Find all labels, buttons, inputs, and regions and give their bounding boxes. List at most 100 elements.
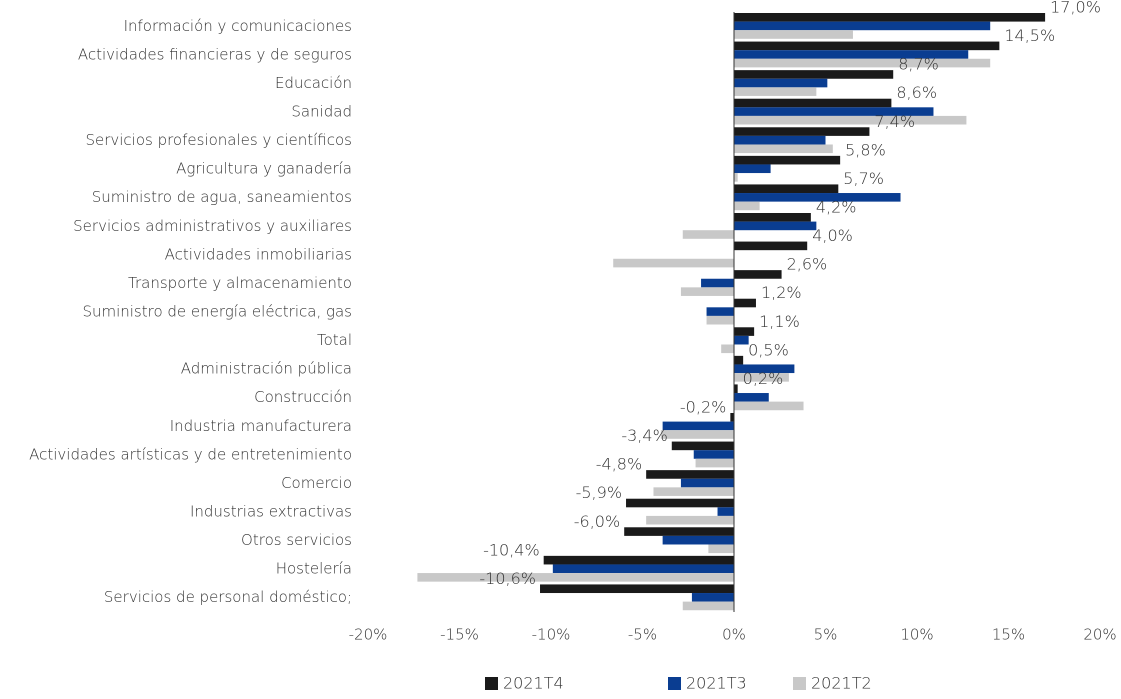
bar bbox=[691, 593, 734, 602]
category-label: Comercio bbox=[281, 474, 352, 492]
data-label: 2,6% bbox=[787, 255, 828, 274]
bar bbox=[734, 298, 756, 308]
bar bbox=[734, 364, 795, 374]
legend-label: 2021T2 bbox=[811, 674, 872, 693]
bar bbox=[662, 535, 734, 545]
category-label: Actividades artísticas y de entretenimie… bbox=[29, 445, 352, 463]
category-label: Servicios de personal doméstico; bbox=[104, 588, 352, 606]
bar bbox=[734, 393, 769, 402]
bar bbox=[734, 241, 808, 251]
bar bbox=[734, 401, 804, 411]
bar bbox=[734, 155, 841, 165]
category-label: Educación bbox=[275, 74, 352, 92]
legend-label: 2021T4 bbox=[503, 674, 564, 693]
category-label: Servicios profesionales y científicos bbox=[85, 131, 352, 149]
data-label: -3,4% bbox=[621, 426, 667, 445]
bar bbox=[734, 144, 833, 154]
data-label: 1,1% bbox=[759, 312, 800, 331]
bar bbox=[693, 450, 734, 459]
bar bbox=[734, 87, 817, 96]
bar bbox=[552, 564, 734, 574]
bar bbox=[671, 441, 734, 451]
bar bbox=[695, 458, 734, 468]
bar bbox=[626, 498, 734, 508]
bar bbox=[543, 555, 734, 565]
data-label: 0,2% bbox=[743, 369, 784, 388]
x-tick-label: 5% bbox=[814, 626, 838, 644]
bar bbox=[734, 173, 738, 182]
data-label: -0,2% bbox=[680, 398, 726, 417]
bar bbox=[734, 127, 870, 136]
data-label: 5,7% bbox=[843, 169, 884, 188]
bar bbox=[734, 327, 755, 336]
data-label: -10,4% bbox=[483, 540, 540, 559]
bar bbox=[734, 184, 839, 194]
bar bbox=[646, 470, 734, 479]
bar bbox=[717, 507, 734, 516]
bar bbox=[734, 41, 1000, 51]
category-label: Suministro de agua, saneamientos bbox=[92, 188, 352, 206]
data-label: 4,0% bbox=[812, 226, 853, 245]
bar bbox=[682, 230, 734, 239]
data-label: -5,9% bbox=[576, 483, 622, 502]
bar bbox=[734, 355, 744, 365]
legend-label: 2021T3 bbox=[686, 674, 747, 693]
bar bbox=[721, 344, 734, 354]
bar bbox=[734, 21, 991, 31]
x-tick-label: 15% bbox=[992, 626, 1025, 644]
bar bbox=[662, 421, 734, 431]
category-label: Actividades inmobiliarias bbox=[165, 245, 352, 263]
bar bbox=[734, 30, 853, 39]
category-label: Industria manufacturera bbox=[170, 417, 352, 435]
bar bbox=[680, 478, 734, 488]
category-label: Agricultura y ganadería bbox=[176, 160, 352, 178]
bar bbox=[708, 544, 734, 554]
bar bbox=[734, 270, 782, 279]
category-label: Transporte y almacenamiento bbox=[128, 274, 352, 292]
category-label: Suministro de energía eléctrica, gas bbox=[82, 303, 352, 321]
data-label: 4,2% bbox=[816, 198, 857, 217]
data-label: -6,0% bbox=[574, 512, 620, 531]
bar bbox=[734, 373, 789, 382]
category-label: Información y comunicaciones bbox=[124, 17, 352, 35]
bar bbox=[734, 384, 738, 394]
bar bbox=[682, 601, 734, 611]
bar bbox=[734, 135, 826, 145]
bar bbox=[734, 78, 828, 88]
bar bbox=[734, 70, 894, 79]
bar bbox=[706, 315, 734, 325]
bar bbox=[734, 164, 771, 174]
bar bbox=[417, 573, 734, 582]
x-tick-label: -10% bbox=[532, 626, 571, 644]
bar bbox=[734, 58, 991, 68]
x-tick-label: -5% bbox=[628, 626, 657, 644]
bar bbox=[624, 527, 734, 536]
data-label: 7,4% bbox=[874, 112, 915, 131]
bar bbox=[734, 107, 934, 116]
x-tick-label: -20% bbox=[349, 626, 388, 644]
data-label: 14,5% bbox=[1004, 26, 1055, 45]
bar bbox=[730, 413, 734, 422]
category-label: Construcción bbox=[254, 388, 352, 406]
bar bbox=[660, 430, 734, 439]
category-label: Hostelería bbox=[276, 560, 352, 578]
data-label: 17,0% bbox=[1050, 0, 1101, 17]
bar bbox=[653, 487, 734, 496]
data-label: -4,8% bbox=[596, 455, 642, 474]
category-label: Sanidad bbox=[291, 103, 352, 121]
legend-swatch bbox=[485, 677, 498, 690]
bar bbox=[734, 50, 969, 59]
bar bbox=[734, 193, 901, 202]
x-tick-label: 0% bbox=[722, 626, 746, 644]
bar bbox=[734, 213, 811, 222]
data-label: 8,7% bbox=[898, 55, 939, 74]
bar bbox=[680, 287, 734, 296]
data-label: 8,6% bbox=[896, 83, 937, 102]
data-label: 5,8% bbox=[845, 140, 886, 159]
bar bbox=[613, 258, 734, 268]
x-tick-label: -15% bbox=[440, 626, 479, 644]
category-label: Otros servicios bbox=[241, 531, 352, 549]
bar bbox=[734, 221, 817, 231]
category-label: Total bbox=[317, 331, 352, 349]
